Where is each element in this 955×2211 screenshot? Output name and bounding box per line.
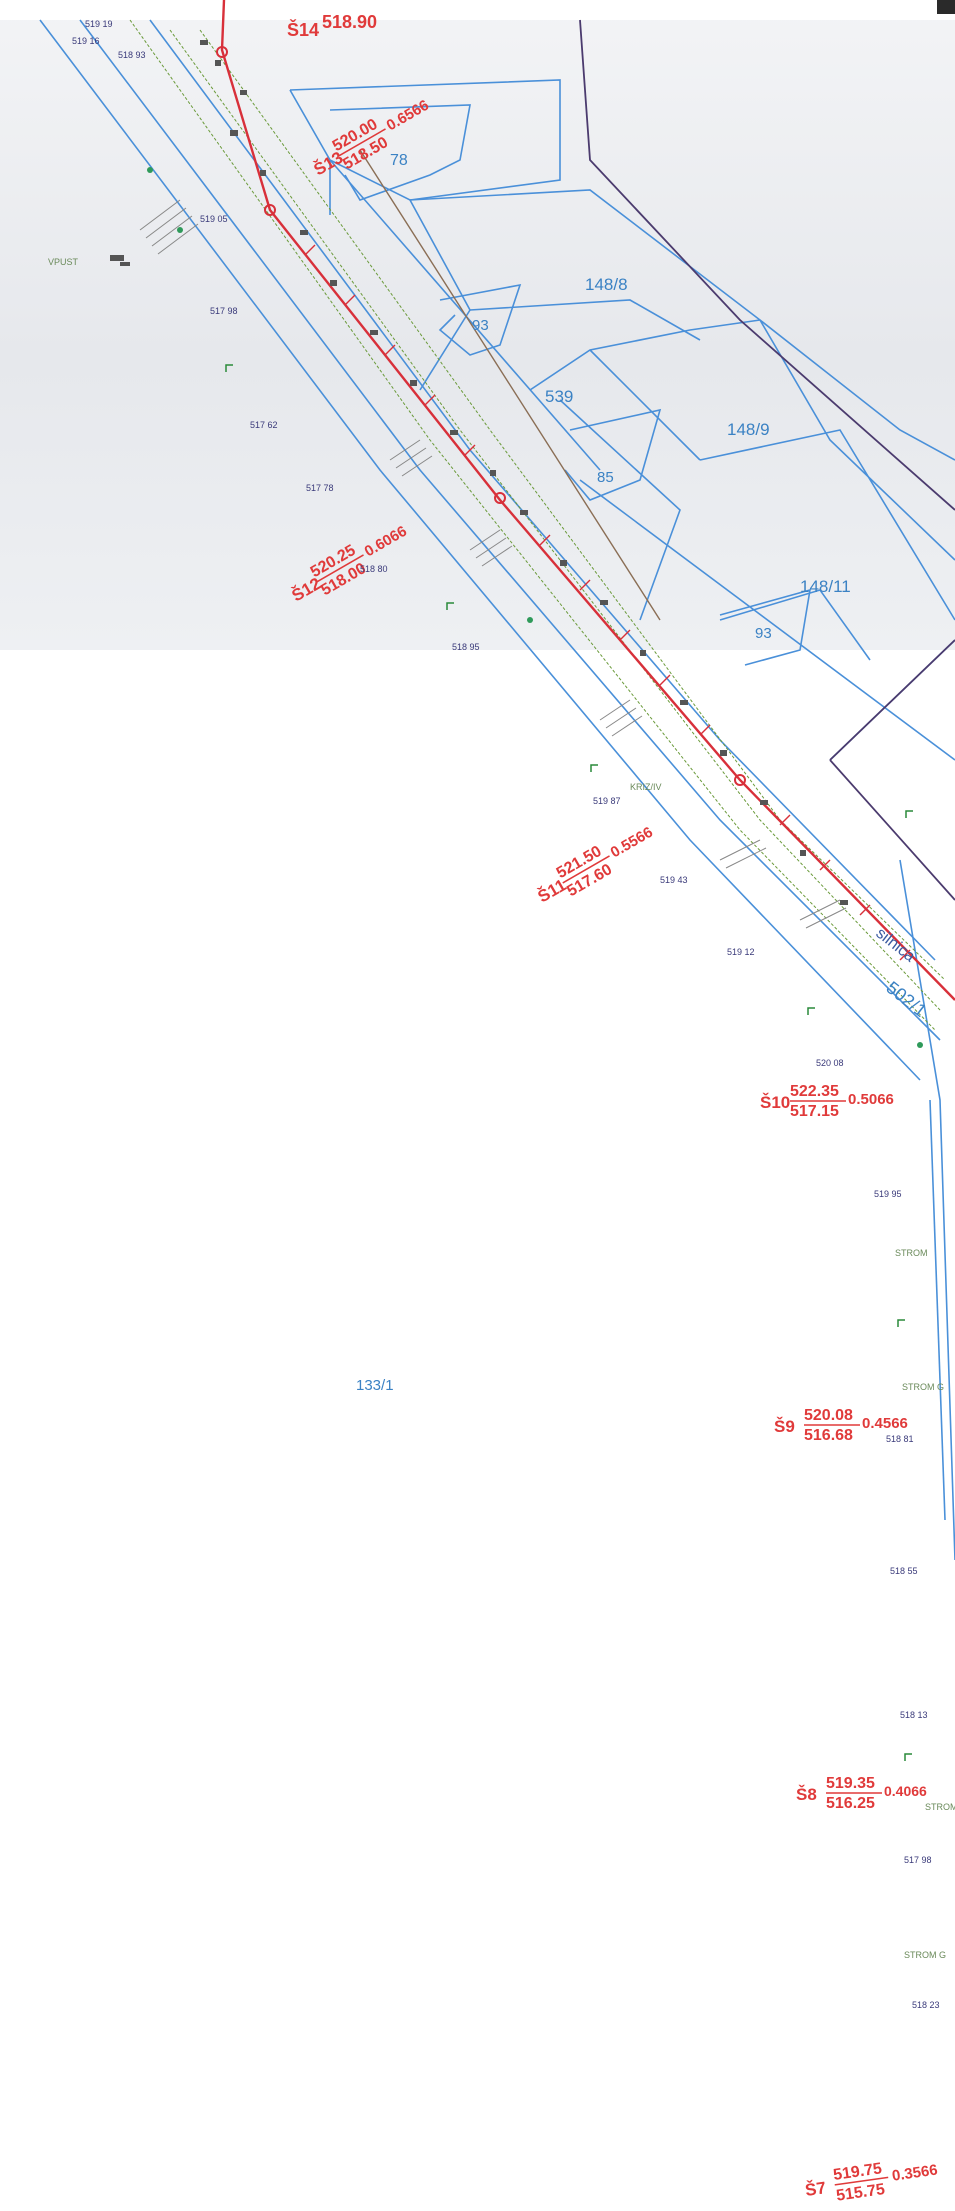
scanned-map-region (0, 0, 955, 650)
station-top: 519.75 (832, 2160, 883, 2184)
station-slope: 0.3566 (891, 2162, 939, 2185)
scan-top-margin (0, 0, 955, 20)
station-bottom: 516.25 (826, 1795, 875, 1812)
station-9: Š9 520.08 516.68 0.4566 (774, 1407, 908, 1444)
station-bottom: 517.15 (790, 1103, 839, 1120)
spot-height: 517 98 (904, 1855, 932, 1865)
parcel-label: 133/1 (356, 1377, 394, 1394)
feature-labels: VPUST KRIZ/IV STROM STROM G STROM G STRO… (48, 257, 955, 1960)
spot-height: 519 16 (72, 36, 100, 46)
station-8: Š8 519.35 516.25 0.4066 (796, 1775, 927, 1812)
spot-height: 519 05 (200, 214, 228, 224)
spot-height: 519 19 (85, 19, 113, 29)
station-slope: 0.6566 (384, 97, 432, 135)
road-boundary (579, 19, 955, 901)
vegetation-band (129, 19, 946, 1031)
feature-label: VPUST (48, 257, 79, 267)
station-slope: 0.4066 (884, 1783, 927, 1799)
station-bottom: 518.90 (322, 12, 377, 32)
feature-label: STROM (895, 1248, 928, 1258)
spot-height: 518 23 (912, 2000, 940, 2010)
station-top: 522.35 (790, 1083, 839, 1100)
road-label: silnica (873, 925, 919, 966)
spot-height: 518 55 (890, 1566, 918, 1576)
station-top: 520.08 (804, 1407, 853, 1424)
spot-height: 517 62 (250, 420, 278, 430)
station-top: 519.35 (826, 1775, 875, 1792)
station-slope: 0.5566 (608, 824, 656, 862)
station-bottom: 516.68 (804, 1427, 853, 1444)
spot-height: 519 95 (874, 1189, 902, 1199)
feature-label: STROM G (902, 1382, 944, 1392)
parcel-label: 148/8 (585, 275, 628, 294)
station-13: Š13 520.00 518.50 0.6566 (311, 97, 432, 180)
parcel-label: 148/9 (727, 420, 770, 439)
survey-symbols (110, 40, 848, 905)
station-14: Š14 518.90 (287, 12, 377, 40)
station-id: Š7 (804, 2178, 827, 2200)
station-slope: 0.6066 (362, 523, 410, 561)
station-slope: 0.5066 (848, 1091, 894, 1108)
feature-label: STROM G (904, 1950, 946, 1960)
spot-height: 518 80 (360, 564, 388, 574)
secondary-line (359, 149, 661, 621)
station-id: Š8 (796, 1785, 817, 1804)
spot-height: 519 43 (660, 875, 688, 885)
station-7: Š7 519.75 515.75 0.3566 (804, 2160, 939, 2205)
parcel-label: 78 (390, 152, 408, 169)
pipeline-manholes (216, 46, 746, 786)
spot-height: 520 08 (816, 1058, 844, 1068)
corner-marks (225, 364, 913, 1761)
spot-height: 518 93 (118, 50, 146, 60)
spot-height: 518 95 (452, 642, 480, 652)
station-11: Š11 521.50 517.60 0.5566 (535, 824, 656, 907)
station-id: Š10 (760, 1093, 790, 1112)
parcel-label: 502/1 (883, 977, 931, 1020)
station-id: Š9 (774, 1417, 795, 1436)
parcel-boundaries (39, 19, 955, 1561)
parcel-label: 85 (597, 469, 614, 486)
parcel-label: 93 (472, 317, 489, 334)
pipeline-ticks (304, 244, 911, 961)
parcel-label: 148/11 (800, 577, 851, 596)
station-slope: 0.4566 (862, 1415, 908, 1432)
green-markers (147, 167, 923, 1048)
station-bottom: 515.75 (835, 2181, 886, 2205)
hatched-crossings (139, 199, 847, 929)
spot-height: 519 87 (593, 796, 621, 806)
spot-height: 517 78 (306, 483, 334, 493)
parcel-label: 539 (545, 387, 573, 406)
parcel-label: 93 (755, 625, 772, 642)
spot-height: 518 13 (900, 1710, 928, 1720)
station-10: Š10 522.35 517.15 0.5066 (760, 1083, 894, 1120)
station-id: Š14 (287, 19, 319, 40)
spot-height: 517 98 (210, 306, 238, 316)
feature-label: KRIZ/IV (630, 782, 662, 792)
station-12: Š12 520.25 518.00 0.6066 (289, 523, 410, 606)
feature-label: STROM (925, 1802, 955, 1812)
spot-heights: 519 19 519 16 518 93 519 05 517 98 517 6… (72, 19, 940, 2010)
scan-edge-shadow (937, 0, 955, 14)
spot-height: 518 81 (886, 1434, 914, 1444)
spot-height: 519 12 (727, 947, 755, 957)
